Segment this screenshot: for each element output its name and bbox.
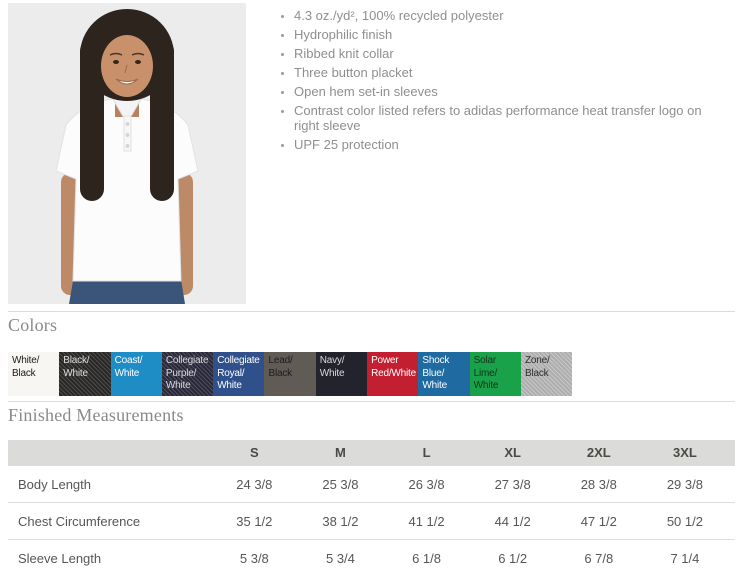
- measurement-value: 27 3/8: [494, 476, 531, 492]
- measurement-value: 47 1/2: [580, 513, 617, 529]
- feature-list: 4.3 oz./yd², 100% recycled polyester Hydr…: [278, 8, 728, 156]
- color-swatch-coast-white[interactable]: Coast/White: [110, 352, 162, 396]
- measurement-row-label: Body Length: [18, 476, 92, 492]
- measurement-value: 38 1/2: [322, 513, 359, 529]
- measurement-value: 7 1/4: [670, 550, 700, 566]
- size-column-header-s: S: [218, 440, 305, 466]
- divider-above-measurements: [8, 401, 735, 402]
- feature-item: 4.3 oz./yd², 100% recycled polyester: [294, 8, 728, 23]
- feature-item: Open hem set-in sleeves: [294, 84, 728, 99]
- measurement-value: 35 1/2: [236, 513, 273, 529]
- measurement-row-label: Sleeve Length: [18, 550, 102, 566]
- measurements-table-body: Body Length 24 3/8 25 3/8 26 3/8 27 3/8 28 3/…: [8, 465, 735, 570]
- divider-above-colors: [8, 311, 735, 312]
- measurement-value: 26 3/8: [408, 476, 445, 492]
- measurement-value: 6 1/8: [412, 550, 442, 566]
- measurement-value: 41 1/2: [408, 513, 445, 529]
- size-column-header-m: M: [304, 440, 391, 466]
- size-column-header-2xl: 2XL: [562, 440, 649, 466]
- measurements-table: S M L XL 2XL 3XL Body Length 24 3/8 25 3/8 26 3/…: [8, 440, 735, 570]
- color-swatch-row: White/Black Black/White Coast/White Collegi…: [8, 352, 573, 396]
- measurements-heading: Finished Measurements: [8, 405, 184, 425]
- color-swatch-shock-blue-white[interactable]: Shock Blue/White: [418, 352, 470, 396]
- feature-item: Contrast color listed refers to adidas p…: [294, 103, 728, 133]
- model-illustration: [8, 3, 246, 304]
- color-swatch-black-white[interactable]: Black/White: [59, 352, 111, 396]
- color-swatch-collegiate-purple-white[interactable]: Collegiate Purple/White: [161, 352, 214, 396]
- size-column-header-l: L: [390, 440, 477, 466]
- feature-item: Three button placket: [294, 65, 728, 80]
- feature-item: Ribbed knit collar: [294, 46, 728, 61]
- table-row: Sleeve Length 5 3/8 5 3/4 6 1/8 6 1/2 6 7/8 7 …: [8, 539, 735, 570]
- size-column-header-3xl: 3XL: [648, 440, 735, 466]
- feature-item: UPF 25 protection: [294, 137, 728, 152]
- product-photo[interactable]: [8, 3, 246, 304]
- measurement-value: 28 3/8: [580, 476, 617, 492]
- measurement-value: 5 3/8: [239, 550, 269, 566]
- measurement-value: 6 1/2: [498, 550, 528, 566]
- feature-item: Hydrophilic finish: [294, 27, 728, 42]
- color-swatch-solar-lime-white[interactable]: Solar Lime/White: [469, 352, 521, 396]
- size-column-header-xl: XL: [476, 440, 563, 466]
- colors-heading: Colors: [8, 315, 58, 335]
- color-swatch-lead-black[interactable]: Lead/Black: [264, 352, 316, 396]
- measurement-value: 5 3/4: [325, 550, 355, 566]
- color-swatch-power-red-white[interactable]: Power Red/White: [367, 352, 419, 396]
- table-row: Body Length 24 3/8 25 3/8 26 3/8 27 3/8 28 3/…: [8, 465, 735, 503]
- measurement-value: 29 3/8: [666, 476, 703, 492]
- color-swatch-collegiate-royal-white[interactable]: Collegiate Royal/White: [213, 352, 265, 396]
- measurement-value: 25 3/8: [322, 476, 359, 492]
- measurement-value: 6 7/8: [584, 550, 614, 566]
- measurement-label-header: [8, 440, 219, 466]
- measurement-value: 24 3/8: [236, 476, 273, 492]
- measurement-row-label: Chest Circumference: [18, 513, 141, 529]
- measurement-value: 44 1/2: [494, 513, 531, 529]
- table-row: Chest Circumference 35 1/2 38 1/2 41 1/2 44 …: [8, 502, 735, 540]
- size-header-row: S M L XL 2XL 3XL: [8, 440, 735, 466]
- color-swatch-navy-white[interactable]: Navy/White: [315, 352, 368, 396]
- measurement-value: 50 1/2: [666, 513, 703, 529]
- color-swatch-zone-black[interactable]: Zone/Black: [520, 352, 573, 396]
- color-swatch-white-black[interactable]: White/Black: [8, 352, 60, 396]
